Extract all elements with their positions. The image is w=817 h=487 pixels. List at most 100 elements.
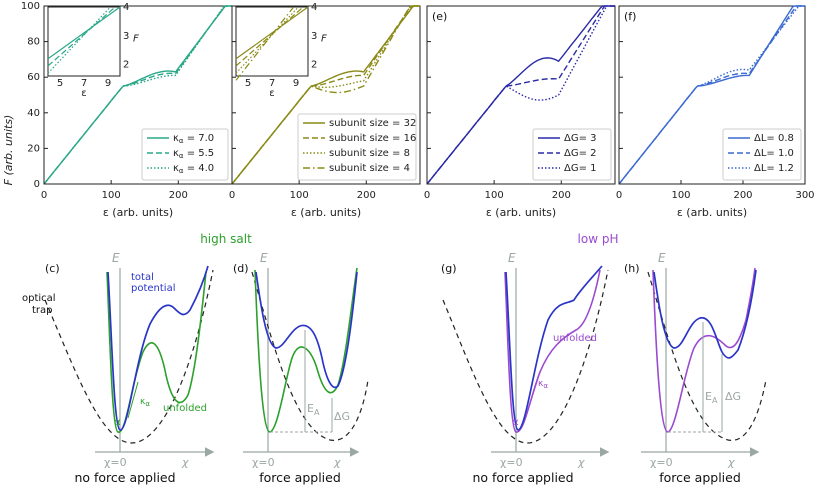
total-potential-curve	[107, 265, 209, 431]
total-potential-label-2: potential	[131, 283, 175, 294]
inset-y-tick: 3	[311, 31, 317, 42]
legend-box	[297, 113, 417, 181]
total-potential-curve	[505, 265, 603, 431]
x-tick-label: 200	[169, 190, 188, 201]
x-tick-label: 300	[795, 190, 814, 201]
x-axis-label: ε (arb. units)	[291, 206, 361, 219]
y-tick-label: 0	[34, 179, 40, 190]
inset-y-label: F	[321, 34, 327, 45]
panel-d: (d) E χ=0 χ EA ΔG force applied	[233, 251, 369, 485]
total-potential-curve	[653, 269, 757, 359]
dg-label: ΔG	[725, 390, 741, 403]
caption-c: no force applied	[74, 470, 175, 485]
condition-high-salt: high salt	[200, 232, 252, 246]
caption-g: no force applied	[472, 470, 573, 485]
panel-g: (g) E χ=0 χ unfolded α κα no force appli…	[441, 251, 610, 485]
panel-label: (f)	[624, 10, 636, 23]
inset-series-line	[47, 6, 116, 67]
kappa-label: κα	[538, 379, 548, 390]
inset-series-line	[47, 6, 121, 60]
kappa-label: κα	[140, 397, 150, 408]
x-tick-label: 200	[552, 190, 571, 201]
legend-entry: subunit size = 8	[329, 148, 410, 159]
total-potential-label: total	[131, 272, 154, 283]
inset-x-tick: 9	[105, 78, 111, 89]
caption-d: force applied	[259, 470, 341, 485]
x-tick-label: 0	[41, 190, 47, 201]
chi-label: χ	[181, 456, 189, 469]
legend-box	[141, 128, 229, 181]
plot-frame	[426, 5, 616, 185]
inset-plot: 2 3 4 5 7 9 Fε	[235, 2, 327, 99]
protein-potential-curve	[652, 267, 756, 433]
legend-entry: ΔL= 1.2	[754, 163, 794, 174]
panel-label: (e)	[432, 10, 447, 23]
chi-label: χ	[577, 456, 585, 469]
chi-zero-label: χ=0	[252, 456, 275, 469]
legend-entry: subunit size = 32	[329, 118, 416, 129]
series-line-3	[43, 5, 232, 185]
panel-label-c: (c)	[45, 262, 60, 275]
inset-x-tick: 5	[245, 78, 251, 89]
unfolded-label: unfolded	[163, 403, 207, 414]
series-line-4	[231, 5, 420, 185]
inset-series-line	[235, 6, 299, 74]
x-tick-label: 100	[671, 190, 690, 201]
kappa-tangent	[525, 371, 541, 417]
inset-x-tick: 7	[269, 78, 275, 89]
chi-label: χ	[333, 456, 341, 469]
x-tick-label: 100	[102, 190, 121, 201]
plot-frame	[231, 5, 421, 185]
energy-label: E	[658, 251, 666, 265]
energy-label: E	[508, 251, 516, 265]
optical-trap-curve	[251, 271, 369, 441]
panel-c: (c) E χ=0 χ optical trap total potential…	[22, 251, 215, 485]
inset-y-label: F	[133, 34, 139, 45]
inset-x-tick: 5	[57, 78, 63, 89]
chart-panel-f: 0 100 200 300 ε (arb. units) (f) ΔL= 0.8 ΔL= 1.…	[616, 5, 815, 219]
legend-entry: subunit size = 16	[329, 133, 416, 144]
total-potential-curve	[255, 271, 358, 389]
x-tick-label: 100	[290, 190, 309, 201]
legend-entry: ΔL= 1.0	[754, 148, 794, 159]
chart-panel-e: 0 100 200 ε (arb. units) (e) ΔG= 3 ΔG= 2 ΔG= 1	[424, 5, 616, 219]
y-tick-label: 100	[21, 1, 40, 12]
ea-label: EA	[705, 390, 718, 405]
x-axis-label: ε (arb. units)	[103, 206, 173, 219]
x-tick-label: 0	[616, 190, 622, 201]
chi-zero-label: χ=0	[650, 456, 673, 469]
x-tick-label: 0	[424, 190, 430, 201]
inset-y-tick: 4	[311, 2, 317, 13]
series-line-3	[618, 5, 805, 185]
legend-box	[532, 128, 612, 181]
optical-trap-label-2: trap	[32, 305, 53, 316]
inset-frame	[47, 6, 121, 77]
kappa-tangent	[127, 381, 139, 419]
legend-box	[722, 128, 802, 181]
caption-h: force applied	[659, 470, 741, 485]
inset-y-tick: 3	[123, 31, 129, 42]
protein-potential-curve	[504, 269, 601, 433]
legend-entry: ΔG= 2	[564, 148, 597, 159]
x-tick-label: 200	[357, 190, 376, 201]
y-tick-label: 80	[27, 37, 40, 48]
inset-x-label: ε	[81, 88, 86, 99]
inset-y-tick: 4	[123, 2, 129, 13]
y-tick-label: 40	[27, 108, 40, 119]
legend-entry: κα = 7.0	[173, 133, 214, 145]
inset-x-tick: 9	[293, 78, 299, 89]
x-tick-label: 200	[733, 190, 752, 201]
inset-series-line	[47, 6, 111, 74]
legend-entry: subunit size = 4	[329, 163, 410, 174]
dg-label: ΔG	[334, 410, 350, 423]
panel-h: (h) E χ=0 χ EA ΔG force applied	[624, 251, 767, 485]
inset-series-line	[235, 6, 295, 81]
x-axis-label: ε (arb. units)	[677, 206, 747, 219]
inset-series-line	[235, 6, 304, 67]
optical-trap-curve	[442, 269, 609, 444]
y-axis-label: F (arb. units)	[2, 115, 15, 186]
inset-x-label: ε	[269, 88, 274, 99]
